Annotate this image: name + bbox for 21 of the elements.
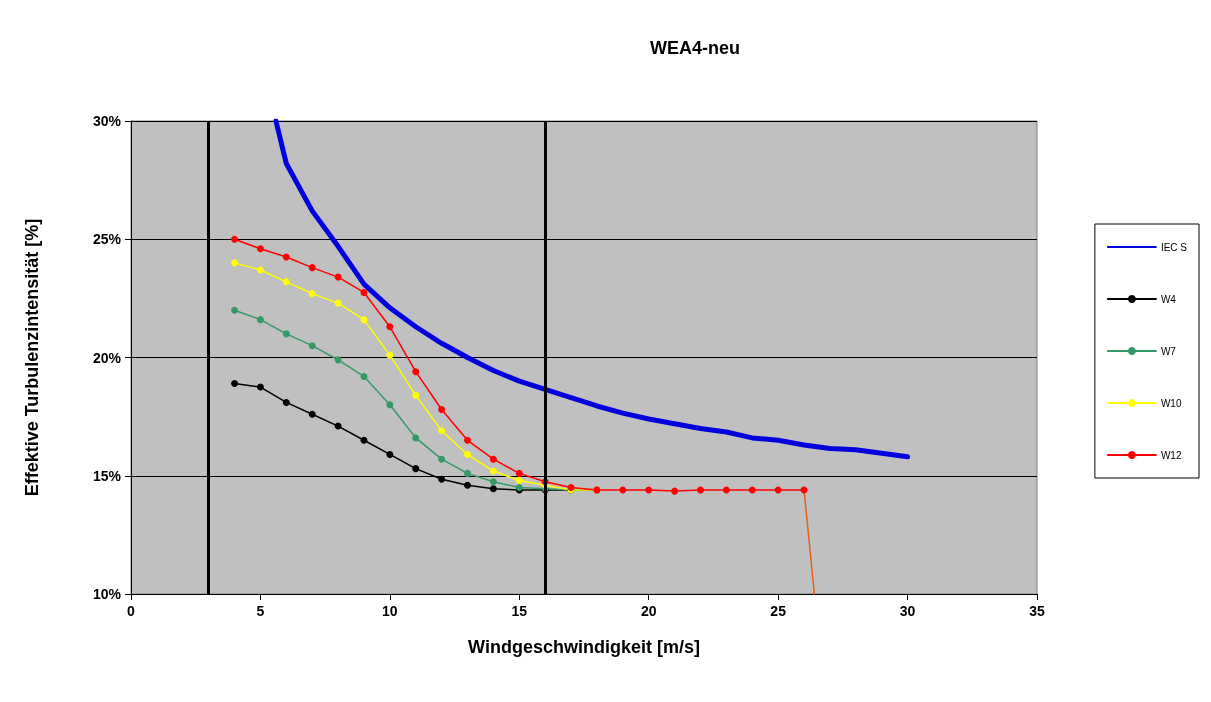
x-tick-label: 25 xyxy=(770,603,787,619)
y-tick-label: 15% xyxy=(92,467,122,484)
legend-label: W12 xyxy=(1160,449,1182,461)
x-tick-label: 10 xyxy=(382,603,398,619)
legend-label: IEC S xyxy=(1160,241,1188,253)
x-tick-label: 5 xyxy=(256,603,265,619)
x-tick-label: 20 xyxy=(640,603,657,619)
legend-label: W7 xyxy=(1160,345,1177,357)
y-tick-label: 10% xyxy=(92,586,122,602)
x-tick-label: 15 xyxy=(511,603,528,619)
legend-label: W4 xyxy=(1160,293,1177,305)
x-tick-label: 35 xyxy=(1029,603,1045,619)
y-tick-label: 20% xyxy=(92,349,122,366)
x-tick-label: 30 xyxy=(899,603,916,619)
y-tick-label: 30% xyxy=(92,113,122,129)
x-tick-label: 0 xyxy=(127,603,136,619)
legend-label: W10 xyxy=(1160,397,1182,409)
x-axis-title: Windgeschwindigkeit [m/s] xyxy=(468,637,700,657)
y-axis-title: Effektive Turbulenzintensität [%] xyxy=(22,218,42,497)
y-tick-label: 25% xyxy=(92,231,122,248)
chart-title: WEA4-neu xyxy=(650,38,740,58)
